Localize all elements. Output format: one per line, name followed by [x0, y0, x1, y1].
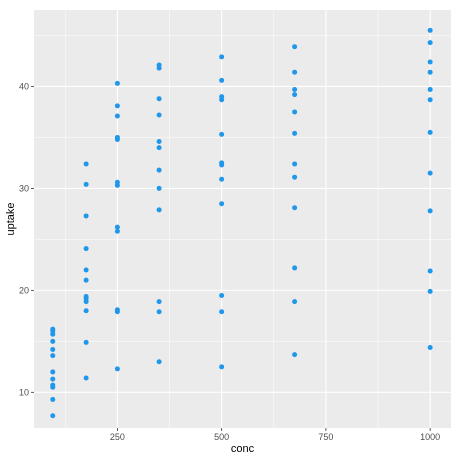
data-point [114, 136, 120, 142]
data-point [156, 139, 162, 145]
data-point [50, 396, 56, 402]
data-point [219, 162, 225, 168]
y-tick-label: 10 [19, 387, 29, 397]
data-point [83, 339, 89, 345]
data-point [83, 246, 89, 252]
minor-gridlines [34, 10, 451, 428]
y-axis-title: uptake [5, 202, 17, 235]
data-point [427, 27, 433, 33]
data-point [292, 87, 298, 93]
data-point [156, 359, 162, 365]
data-point [427, 59, 433, 65]
y-tick-label: 40 [19, 81, 29, 91]
data-point [114, 224, 120, 230]
y-tick-label: 20 [19, 285, 29, 295]
data-point [427, 268, 433, 274]
data-point [114, 103, 120, 109]
data-point [50, 338, 56, 344]
data-point [427, 344, 433, 350]
data-point [292, 44, 298, 50]
data-point [50, 369, 56, 375]
data-point [427, 170, 433, 176]
data-point [219, 97, 225, 103]
x-tick-label: 1000 [420, 432, 440, 442]
x-tick-label: 750 [318, 432, 333, 442]
data-point [156, 207, 162, 213]
plot-panel [34, 10, 451, 428]
data-point [219, 77, 225, 83]
x-axis-title: conc [231, 443, 255, 455]
y-tick-label: 30 [19, 183, 29, 193]
data-point [114, 80, 120, 86]
data-point [50, 346, 56, 352]
data-point [50, 384, 56, 390]
data-point [114, 366, 120, 372]
data-point [83, 375, 89, 381]
data-point [156, 309, 162, 315]
data-point [83, 277, 89, 283]
data-point [50, 353, 56, 359]
data-point [156, 96, 162, 102]
data-point [219, 201, 225, 207]
data-point [427, 208, 433, 214]
data-point [83, 267, 89, 273]
data-point [219, 176, 225, 182]
data-point [292, 130, 298, 136]
data-point [292, 69, 298, 75]
data-point [156, 145, 162, 151]
data-point [292, 174, 298, 180]
data-point [114, 113, 120, 119]
data-point [427, 129, 433, 135]
data-point [219, 54, 225, 60]
data-point [219, 364, 225, 370]
data-point [292, 92, 298, 98]
major-gridlines [34, 10, 451, 428]
data-point [292, 352, 298, 358]
data-point [292, 265, 298, 271]
data-point [219, 292, 225, 298]
data-point [427, 97, 433, 103]
data-points [50, 27, 433, 419]
data-point [292, 109, 298, 115]
data-point [156, 185, 162, 191]
x-tick-label: 250 [110, 432, 125, 442]
data-point [114, 309, 120, 315]
data-point [83, 161, 89, 167]
data-point [50, 376, 56, 382]
y-axis-ticks: 10 20 30 40 [19, 81, 34, 397]
data-point [83, 213, 89, 219]
data-point [292, 205, 298, 211]
data-point [219, 309, 225, 315]
data-point [156, 299, 162, 305]
data-point [156, 65, 162, 71]
data-point [156, 167, 162, 173]
data-point [83, 299, 89, 305]
data-point [114, 182, 120, 188]
data-point [427, 288, 433, 294]
data-point [292, 299, 298, 305]
data-point [427, 40, 433, 46]
data-point [427, 87, 433, 93]
data-point [292, 161, 298, 167]
data-point [219, 131, 225, 137]
x-axis-ticks: 250 500 750 1000 [110, 428, 440, 442]
data-point [83, 181, 89, 187]
data-point [427, 69, 433, 75]
data-point [156, 112, 162, 118]
data-point [50, 413, 56, 419]
data-point [114, 228, 120, 234]
data-point [83, 308, 89, 314]
data-point [50, 331, 56, 337]
x-tick-label: 500 [214, 432, 229, 442]
